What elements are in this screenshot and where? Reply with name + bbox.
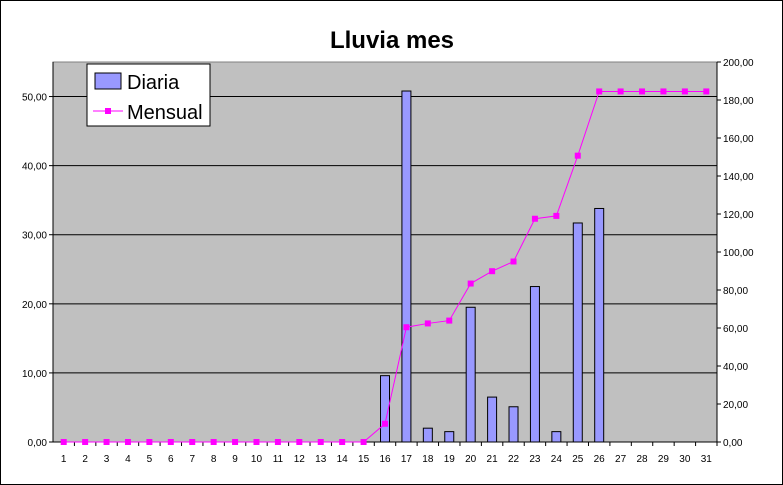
x-axis-tick-label: 11 xyxy=(273,454,284,465)
left-axis-tick-label: 20,00 xyxy=(22,300,47,311)
point-mensual xyxy=(596,88,603,95)
x-axis-tick-label: 9 xyxy=(232,454,238,465)
right-axis-tick-label: 160,00 xyxy=(723,134,754,145)
point-mensual xyxy=(60,439,67,445)
x-axis-tick-label: 21 xyxy=(487,454,499,465)
point-mensual xyxy=(639,88,646,95)
bar-diaria xyxy=(401,90,412,443)
bar-diaria xyxy=(487,396,498,443)
bar-diaria xyxy=(380,375,390,443)
x-axis-tick-label: 7 xyxy=(189,454,195,465)
legend-marker-mensual xyxy=(105,108,111,114)
right-axis-tick-label: 180,00 xyxy=(723,96,754,107)
point-mensual xyxy=(189,439,196,445)
x-axis-tick-label: 23 xyxy=(529,454,541,465)
x-axis-tick-label: 2 xyxy=(82,454,88,465)
x-axis-tick-label: 14 xyxy=(337,454,349,465)
point-mensual xyxy=(317,439,324,445)
x-axis-tick-label: 10 xyxy=(251,454,263,465)
legend-label-mensual: Mensual xyxy=(127,102,203,124)
bar-diaria xyxy=(551,431,562,443)
x-axis-tick-label: 5 xyxy=(147,454,153,465)
point-mensual xyxy=(103,439,110,445)
left-axis-tick-label: 0,00 xyxy=(28,438,48,449)
point-mensual xyxy=(124,439,131,445)
legend-swatch-diaria xyxy=(94,72,122,90)
x-axis-tick-label: 15 xyxy=(358,454,370,465)
point-mensual xyxy=(253,439,260,445)
left-axis-tick-label: 10,00 xyxy=(22,369,47,380)
point-mensual xyxy=(510,258,517,265)
left-axis-tick-label: 50,00 xyxy=(22,93,47,104)
left-axis-tick-label: 40,00 xyxy=(22,162,47,173)
right-axis-tick-label: 20,00 xyxy=(723,400,748,411)
x-axis-tick-label: 13 xyxy=(315,454,327,465)
x-axis-tick-label: 16 xyxy=(379,454,391,465)
right-axis-tick-label: 60,00 xyxy=(723,324,748,335)
point-mensual xyxy=(296,439,303,445)
bar-diaria xyxy=(444,431,455,443)
bar-diaria xyxy=(572,222,583,443)
x-axis-tick-label: 29 xyxy=(658,454,670,465)
x-axis-tick-label: 30 xyxy=(679,454,691,465)
x-axis-tick-label: 26 xyxy=(594,454,606,465)
right-axis-tick-label: 80,00 xyxy=(723,286,748,297)
x-axis-tick-label: 8 xyxy=(211,454,217,465)
point-mensual xyxy=(531,215,538,222)
x-axis-tick-label: 17 xyxy=(401,454,413,465)
point-mensual xyxy=(382,420,388,427)
x-axis-tick-label: 22 xyxy=(508,454,520,465)
point-mensual xyxy=(82,439,89,445)
x-axis-tick-label: 19 xyxy=(444,454,456,465)
point-mensual xyxy=(424,320,431,327)
point-mensual xyxy=(660,88,667,95)
point-mensual xyxy=(553,212,560,219)
point-mensual xyxy=(703,88,710,95)
x-axis-tick-label: 27 xyxy=(615,454,627,465)
point-mensual xyxy=(574,152,581,159)
legend-label-diaria: Diaria xyxy=(127,72,180,94)
left-axis-tick-label: 30,00 xyxy=(22,231,47,242)
bar-diaria xyxy=(422,427,433,443)
right-axis-tick-label: 140,00 xyxy=(723,172,754,183)
bar-diaria xyxy=(529,286,540,443)
point-mensual xyxy=(167,439,174,445)
right-axis-tick-label: 40,00 xyxy=(723,362,748,373)
point-mensual xyxy=(489,268,496,275)
point-mensual xyxy=(360,439,367,445)
bar-diaria xyxy=(465,306,476,443)
point-mensual xyxy=(617,88,624,95)
x-axis-tick-label: 3 xyxy=(104,454,110,465)
point-mensual xyxy=(210,439,217,445)
point-mensual xyxy=(339,439,346,445)
point-mensual xyxy=(446,317,453,324)
point-mensual xyxy=(467,280,474,287)
point-mensual xyxy=(403,324,410,331)
x-axis-tick-label: 18 xyxy=(422,454,434,465)
right-axis-tick-label: 120,00 xyxy=(723,210,754,221)
point-mensual xyxy=(681,88,688,95)
chart-title: Lluvia mes xyxy=(330,27,454,54)
x-axis-tick-label: 4 xyxy=(125,454,131,465)
point-mensual xyxy=(146,439,153,445)
x-axis-tick-label: 12 xyxy=(294,454,306,465)
right-axis-tick-label: 0,00 xyxy=(723,438,743,449)
x-axis-tick-label: 1 xyxy=(61,454,67,465)
x-axis-tick-label: 20 xyxy=(465,454,477,465)
right-axis-tick-label: 100,00 xyxy=(723,248,754,259)
x-axis-tick-label: 28 xyxy=(636,454,648,465)
x-axis-tick-label: 24 xyxy=(551,454,563,465)
right-axis-tick-label: 200,00 xyxy=(723,58,754,69)
x-axis-tick-label: 25 xyxy=(572,454,584,465)
bar-diaria xyxy=(508,406,519,443)
x-axis-tick-label: 31 xyxy=(701,454,713,465)
point-mensual xyxy=(274,439,281,445)
point-mensual xyxy=(232,439,239,445)
x-axis-tick-label: 6 xyxy=(168,454,174,465)
bar-diaria xyxy=(594,207,605,443)
